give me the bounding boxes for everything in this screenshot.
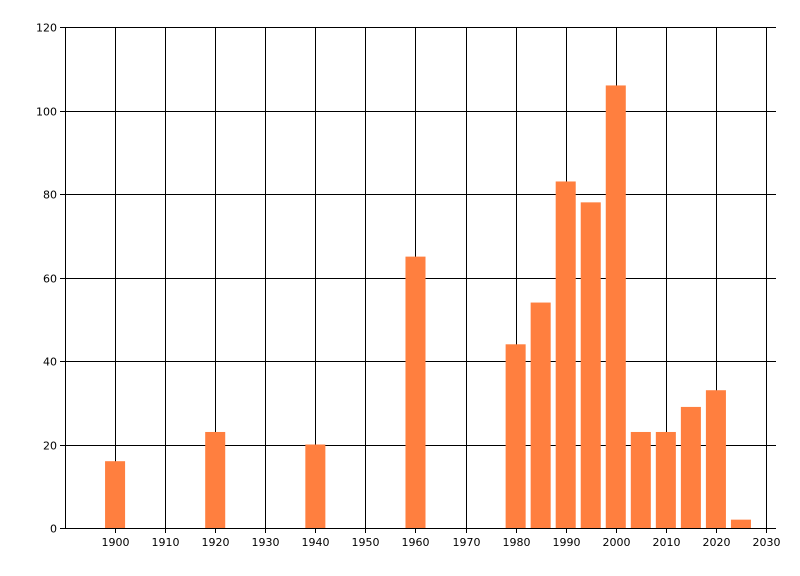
bar-2010 [655,431,676,528]
bar-2020 [705,390,726,528]
bar-1990 [555,181,576,528]
x-axis-tick-labels: 1900 1910 1920 1930 1940 1950 1960 1970 1980 1990… [102,536,781,549]
y-tick-label: 60 [43,273,57,286]
y-axis-tick-labels: 0 20 40 60 80 100 120 [36,22,57,536]
x-tick-label: 1940 [302,536,330,549]
y-tick-label: 80 [43,189,57,202]
x-tick-label: 1980 [503,536,531,549]
x-tick-label: 1930 [252,536,280,549]
x-tick-label: 2010 [653,536,681,549]
bar-1995 [580,202,601,528]
y-tick-label: 0 [50,523,57,536]
bar-1960 [405,256,426,528]
x-tick-label: 2020 [703,536,731,549]
y-tick-label: 20 [43,440,57,453]
x-tick-label: 2000 [603,536,631,549]
bar-2000 [605,85,626,528]
bar-2025 [730,519,751,528]
bar-1985 [530,302,551,528]
x-tick-label: 2030 [753,536,781,549]
x-tick-label: 1920 [202,536,230,549]
y-tick-label: 40 [43,356,57,369]
x-tick-label: 1970 [453,536,481,549]
bar-1940 [305,444,326,528]
y-tick-label: 100 [36,106,57,119]
x-tick-label: 1960 [402,536,430,549]
axes [60,27,776,533]
x-tick-label: 1950 [352,536,380,549]
x-tick-label: 1900 [102,536,130,549]
y-tick-label: 120 [36,22,57,35]
bar-1920 [205,431,226,528]
x-tick-label: 1910 [152,536,180,549]
bar-2015 [680,406,701,528]
bar-2005 [630,431,651,528]
bars [105,85,751,528]
bar-1980 [505,344,526,528]
x-tick-label: 1990 [553,536,581,549]
bar-1900 [105,461,126,528]
